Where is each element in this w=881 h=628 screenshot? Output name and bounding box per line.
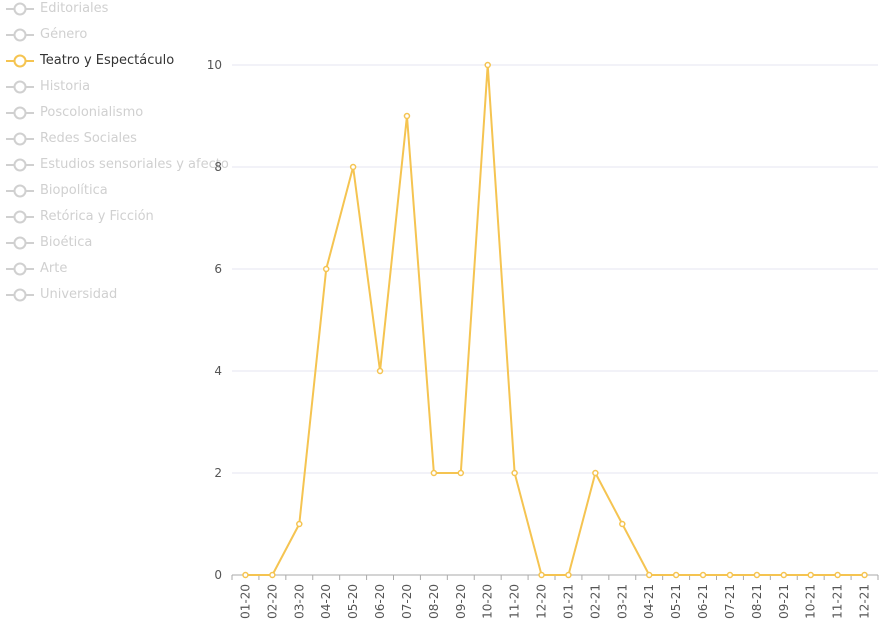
legend-item[interactable]: Historia (6, 78, 236, 98)
legend-label: Arte (40, 261, 68, 276)
data-point[interactable] (322, 265, 330, 273)
y-tick-label: 2 (214, 466, 222, 480)
x-tick-label: 06-21 (696, 584, 710, 619)
data-point[interactable] (484, 61, 491, 69)
legend-item[interactable]: Universidad (6, 286, 236, 306)
legend-label: Género (40, 27, 88, 42)
data-point[interactable] (457, 469, 465, 477)
legend-marker-icon (6, 54, 34, 68)
x-tick-label: 05-21 (669, 584, 683, 619)
x-tick-label: 10-20 (481, 584, 495, 619)
legend-label: Poscolonialismo (40, 105, 144, 120)
x-tick-label: 06-20 (373, 584, 387, 619)
x-tick-label: 07-20 (400, 584, 414, 619)
series-layer (242, 61, 868, 579)
legend-item[interactable]: Editoriales (6, 0, 236, 20)
y-tick-label: 10 (207, 58, 222, 72)
legend-label: Retórica y Ficción (40, 209, 154, 224)
legend-marker-icon (6, 236, 34, 250)
legend-label: Editoriales (40, 1, 109, 16)
legend-item[interactable]: Biopolítica (6, 182, 236, 202)
data-point[interactable] (834, 571, 841, 579)
legend-item[interactable]: Estudios sensoriales y afecto (6, 156, 236, 176)
legend-marker-icon (6, 158, 34, 172)
x-tick-label: 09-21 (777, 584, 791, 619)
x-tick-label: 01-20 (238, 584, 252, 619)
x-tick-label: 08-21 (750, 584, 764, 619)
legend-marker-icon (6, 262, 34, 276)
y-tick-label: 0 (214, 568, 222, 582)
y-tick-label: 6 (214, 262, 222, 276)
legend-item[interactable]: Redes Sociales (6, 130, 236, 150)
legend-marker-icon (6, 80, 34, 94)
y-tick-label: 4 (214, 364, 222, 378)
legend-marker-icon (6, 288, 34, 302)
x-tick-label: 03-20 (292, 584, 306, 619)
data-point[interactable] (538, 571, 545, 579)
data-point[interactable] (349, 163, 357, 171)
y-axis: 0 2 4 6 8 10 (207, 58, 222, 582)
data-point[interactable] (699, 571, 707, 579)
data-point[interactable] (296, 520, 303, 528)
data-point[interactable] (403, 112, 411, 120)
x-tick-label: 04-20 (319, 584, 333, 619)
x-tick-label: 07-21 (723, 584, 737, 619)
legend-item[interactable]: Bioética (6, 234, 236, 254)
x-tick-label: 11-20 (508, 584, 522, 619)
x-tick-label: 09-20 (454, 584, 468, 619)
x-axis: 01-20 02-20 03-20 04-20 05-20 06-20 07-20 08-20… (231, 574, 879, 619)
legend-item[interactable]: Teatro y Espectáculo (6, 52, 236, 72)
legend-label: Estudios sensoriales y afecto (40, 157, 229, 172)
data-point[interactable] (592, 469, 599, 477)
data-point[interactable] (242, 571, 249, 579)
x-tick-label: 01-21 (561, 584, 575, 619)
legend-item[interactable]: Poscolonialismo (6, 104, 236, 124)
x-tick-label: 12-20 (535, 584, 549, 619)
data-point[interactable] (780, 571, 788, 579)
x-tick-label: 04-21 (642, 584, 656, 619)
data-point[interactable] (861, 571, 868, 579)
data-point[interactable] (511, 469, 518, 477)
data-point[interactable] (753, 571, 761, 579)
legend-marker-icon (6, 2, 34, 16)
legend-marker-icon (6, 106, 34, 120)
data-point[interactable] (726, 571, 734, 579)
x-tick-label: 03-21 (615, 584, 629, 619)
y-tick-label: 8 (214, 160, 222, 174)
legend-label: Bioética (40, 235, 93, 250)
x-tick-label: 02-21 (588, 584, 602, 619)
data-point[interactable] (565, 571, 572, 579)
legend-label: Biopolítica (40, 183, 108, 198)
data-point[interactable] (645, 571, 653, 579)
series-line (245, 64, 865, 576)
x-tick-label: 12-21 (858, 584, 872, 619)
data-point[interactable] (619, 520, 626, 528)
legend-label: Historia (40, 79, 91, 94)
legend-label: Redes Sociales (40, 131, 137, 146)
grid-lines (232, 64, 878, 474)
legend-item[interactable]: Retórica y Ficción (6, 208, 236, 228)
x-tick-label: 11-21 (831, 584, 845, 619)
data-point[interactable] (376, 367, 384, 375)
legend-item[interactable]: Género (6, 26, 236, 46)
data-point[interactable] (807, 571, 814, 579)
legend-marker-icon (6, 28, 34, 42)
legend-marker-icon (6, 210, 34, 224)
legend-label: Teatro y Espectáculo (40, 53, 175, 68)
x-tick-label: 10-21 (804, 584, 818, 619)
x-tick-label: 08-20 (427, 584, 441, 619)
legend-marker-icon (6, 132, 34, 146)
legend-label: Universidad (40, 287, 118, 302)
data-point[interactable] (672, 571, 680, 579)
data-point[interactable] (269, 571, 276, 579)
legend-marker-icon (6, 184, 34, 198)
x-tick-label: 02-20 (265, 584, 279, 619)
x-tick-label: 05-20 (346, 584, 360, 619)
data-point[interactable] (430, 469, 438, 477)
legend-item[interactable]: Arte (6, 260, 236, 280)
